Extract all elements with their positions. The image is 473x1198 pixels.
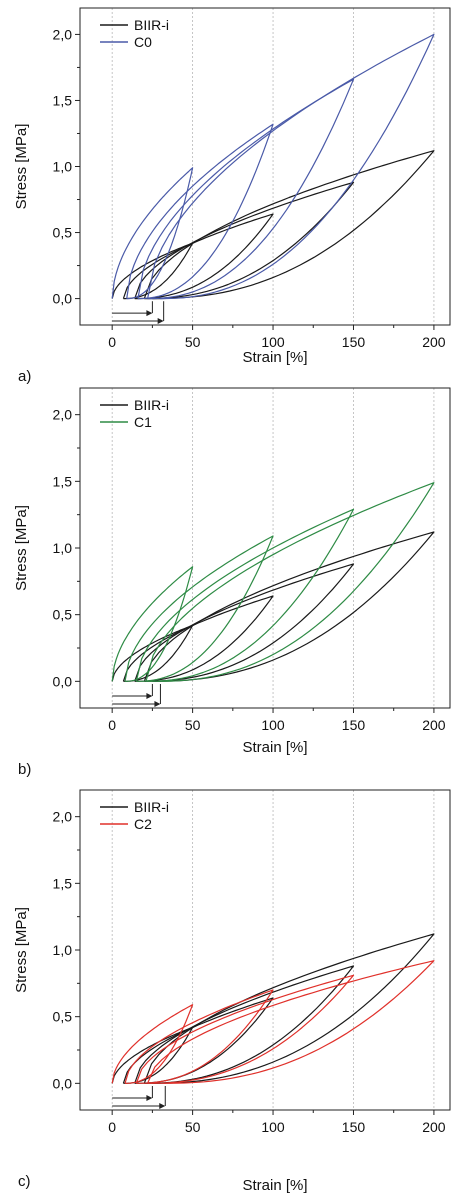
y-tick-label: 0,5 xyxy=(53,225,73,241)
y-tick-label: 0,0 xyxy=(53,291,73,307)
hysteresis-loop-1 xyxy=(111,1004,194,1084)
y-tick-label: 0,0 xyxy=(53,673,73,689)
residual-arrow-head xyxy=(159,1103,166,1109)
x-tick-label: 0 xyxy=(108,717,116,733)
x-tick-label: 150 xyxy=(342,1119,366,1135)
residual-arrow-head xyxy=(154,701,161,707)
series-c1 xyxy=(111,482,435,682)
x-axis-title: Strain [%] xyxy=(242,349,307,366)
chart-panel-3: 0 50 100 150 200 0,0 0,5 1,0 1,5 2,0 Strain [%] Str… xyxy=(13,789,451,1194)
residual-arrow-head xyxy=(146,693,153,699)
legend-label: C1 xyxy=(134,414,152,430)
y-tick-label: 1,5 xyxy=(53,473,73,489)
legend-label: BIIR-i xyxy=(134,397,169,413)
residual-arrow-head xyxy=(146,1095,153,1101)
y-axis-title: Stress [MPa] xyxy=(13,907,30,993)
y-tick-label: 1,5 xyxy=(53,875,73,891)
hysteresis-loop-3 xyxy=(135,974,355,1084)
chart-panel-1: 0 50 100 150 200 0,0 0,5 1,0 1,5 2,0 Strain [%] Str… xyxy=(13,7,451,385)
hysteresis-loop-2 xyxy=(124,535,274,682)
y-axis-title: Stress [MPa] xyxy=(13,505,30,591)
hysteresis-loop-4 xyxy=(143,933,435,1084)
y-tick-label: 0,0 xyxy=(53,1075,73,1091)
series-c0 xyxy=(111,33,435,300)
x-tick-label: 100 xyxy=(261,1119,285,1135)
hysteresis-loop-4 xyxy=(143,531,435,682)
panel-label: c) xyxy=(18,1173,31,1190)
x-axis-title: Strain [%] xyxy=(242,739,307,756)
hysteresis-loop-4 xyxy=(147,960,435,1084)
y-tick-label: 1,0 xyxy=(53,942,73,958)
series-biir-i xyxy=(111,150,435,300)
x-tick-label: 150 xyxy=(342,717,366,733)
y-tick-label: 2,0 xyxy=(53,407,73,423)
x-tick-label: 100 xyxy=(261,717,285,733)
hysteresis-loop-4 xyxy=(143,150,435,300)
legend-label: C0 xyxy=(134,34,152,50)
y-axis-title: Stress [MPa] xyxy=(13,124,30,210)
x-tick-label: 200 xyxy=(422,334,446,350)
x-tick-label: 200 xyxy=(422,717,446,733)
x-axis-title: Strain [%] xyxy=(242,1177,307,1194)
legend-label: BIIR-i xyxy=(134,17,169,33)
x-tick-label: 50 xyxy=(185,1119,201,1135)
x-tick-label: 150 xyxy=(342,334,366,350)
hysteresis-loop-3 xyxy=(134,965,355,1084)
legend-label: BIIR-i xyxy=(134,799,169,815)
y-tick-label: 1,5 xyxy=(53,92,73,108)
chart-panel-2: 0 50 100 150 200 0,0 0,5 1,0 1,5 2,0 Strain [%] Str… xyxy=(13,387,451,778)
legend-label: C2 xyxy=(134,816,152,832)
hysteresis-loop-1 xyxy=(111,566,194,682)
y-tick-label: 1,0 xyxy=(53,540,73,556)
x-tick-label: 0 xyxy=(108,334,116,350)
hysteresis-loop-2 xyxy=(122,213,274,300)
residual-arrow-head xyxy=(146,310,153,317)
hysteresis-loop-2 xyxy=(122,595,274,682)
hysteresis-loop-3 xyxy=(135,508,355,682)
y-tick-label: 0,5 xyxy=(53,1009,73,1025)
series-biir-i xyxy=(111,531,435,682)
hysteresis-loop-4 xyxy=(145,482,435,682)
x-tick-label: 50 xyxy=(185,334,201,350)
x-tick-label: 200 xyxy=(422,1119,446,1135)
y-tick-label: 1,0 xyxy=(53,159,73,175)
hysteresis-loop-2 xyxy=(124,989,274,1084)
panel-label: a) xyxy=(18,368,31,385)
y-tick-label: 0,5 xyxy=(53,607,73,623)
residual-arrow-head xyxy=(157,318,164,325)
panel-label: b) xyxy=(18,761,31,778)
y-tick-label: 2,0 xyxy=(53,26,73,42)
series-c2 xyxy=(111,960,435,1084)
x-tick-label: 50 xyxy=(185,717,201,733)
x-tick-label: 100 xyxy=(261,334,285,350)
x-tick-label: 0 xyxy=(108,1119,116,1135)
hysteresis-loop-1 xyxy=(111,167,194,300)
hysteresis-loop-3 xyxy=(137,78,355,300)
hysteresis-loop-2 xyxy=(126,123,274,300)
hysteresis-loop-4 xyxy=(147,33,435,300)
y-tick-label: 2,0 xyxy=(53,809,73,825)
